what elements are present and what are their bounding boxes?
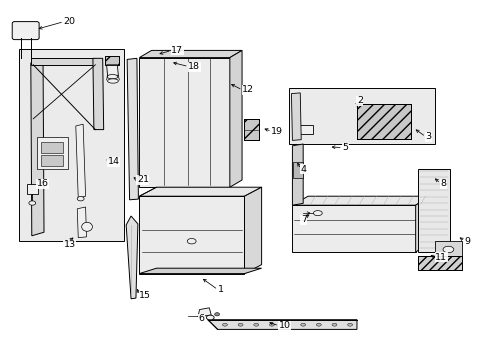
Ellipse shape (206, 315, 214, 320)
Text: 19: 19 (271, 127, 283, 136)
Text: 14: 14 (107, 157, 120, 166)
Ellipse shape (331, 323, 336, 326)
Polygon shape (198, 308, 211, 317)
Ellipse shape (313, 211, 322, 216)
Ellipse shape (269, 323, 274, 326)
Polygon shape (139, 58, 229, 187)
Bar (434, 241, 461, 257)
Bar (356, 104, 410, 139)
Bar (19, 49, 123, 241)
Text: 4: 4 (300, 165, 306, 174)
Bar (293, 125, 312, 134)
Polygon shape (415, 196, 429, 252)
Polygon shape (244, 187, 261, 274)
Ellipse shape (442, 246, 453, 253)
Ellipse shape (107, 75, 118, 79)
Ellipse shape (214, 312, 219, 316)
Text: 2: 2 (356, 96, 362, 105)
Text: 18: 18 (188, 62, 200, 71)
Polygon shape (243, 119, 259, 140)
Polygon shape (139, 268, 261, 274)
Text: 9: 9 (464, 237, 469, 246)
Bar (41, 155, 62, 166)
Ellipse shape (77, 197, 84, 201)
Text: 21: 21 (137, 175, 149, 184)
Text: 12: 12 (242, 85, 254, 94)
Bar (288, 88, 434, 144)
Text: 13: 13 (63, 240, 76, 249)
Text: 16: 16 (37, 179, 49, 188)
Text: 8: 8 (439, 179, 445, 188)
Polygon shape (139, 187, 261, 196)
Polygon shape (229, 50, 242, 187)
Bar (417, 256, 461, 270)
Ellipse shape (29, 201, 36, 205)
Bar (105, 56, 119, 65)
Ellipse shape (253, 323, 258, 326)
Ellipse shape (107, 79, 118, 83)
Polygon shape (15, 23, 37, 38)
Text: 17: 17 (171, 46, 183, 55)
Polygon shape (291, 93, 301, 140)
Polygon shape (207, 320, 356, 329)
Polygon shape (292, 205, 415, 252)
Bar (105, 56, 119, 65)
Text: 3: 3 (425, 132, 431, 141)
Polygon shape (126, 216, 138, 299)
Polygon shape (76, 124, 85, 198)
Ellipse shape (81, 222, 92, 231)
Bar (356, 104, 410, 139)
Text: 1: 1 (217, 285, 223, 294)
Polygon shape (93, 58, 103, 130)
Text: 20: 20 (63, 17, 76, 26)
Bar (417, 256, 461, 270)
Ellipse shape (316, 323, 321, 326)
Ellipse shape (347, 323, 352, 326)
Text: 10: 10 (278, 321, 290, 330)
Polygon shape (292, 196, 429, 205)
Polygon shape (31, 58, 95, 65)
Text: 11: 11 (434, 253, 447, 262)
Ellipse shape (238, 323, 243, 326)
Text: 15: 15 (139, 291, 151, 300)
Text: 5: 5 (342, 143, 347, 152)
Text: 7: 7 (300, 215, 306, 224)
Ellipse shape (300, 323, 305, 326)
Ellipse shape (222, 323, 227, 326)
Bar (293, 162, 303, 178)
Polygon shape (31, 59, 44, 236)
Polygon shape (139, 196, 244, 274)
Bar (27, 184, 38, 194)
Polygon shape (127, 58, 138, 200)
Polygon shape (292, 144, 303, 205)
FancyBboxPatch shape (12, 22, 39, 40)
Ellipse shape (187, 238, 196, 244)
Polygon shape (417, 169, 449, 252)
Text: 6: 6 (198, 314, 203, 323)
Bar (41, 142, 62, 153)
Polygon shape (37, 137, 68, 169)
Polygon shape (139, 50, 242, 58)
Polygon shape (106, 65, 118, 76)
Ellipse shape (285, 323, 289, 326)
Polygon shape (77, 207, 86, 238)
Bar (243, 119, 259, 140)
